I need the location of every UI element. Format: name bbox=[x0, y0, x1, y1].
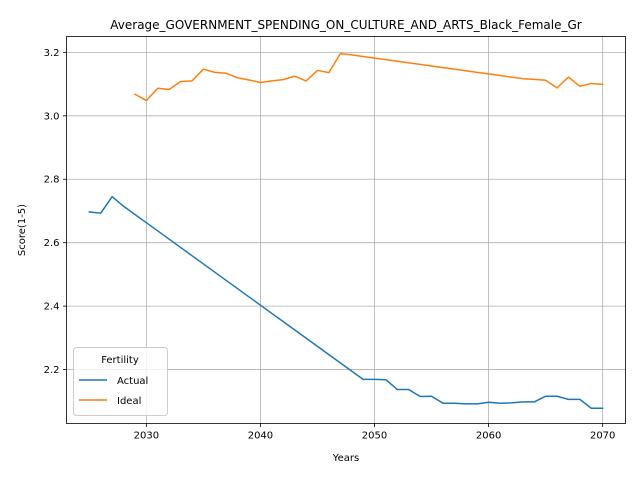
x-tick-label: 2050 bbox=[362, 431, 387, 442]
y-tick-label: 2.4 bbox=[44, 302, 60, 313]
chart-title: Average_GOVERNMENT_SPENDING_ON_CULTURE_A… bbox=[110, 18, 581, 32]
y-tick-label: 2.6 bbox=[44, 238, 60, 249]
legend: Fertility Actual Ideal bbox=[74, 348, 168, 416]
legend-label-ideal: Ideal bbox=[117, 396, 141, 407]
x-tick-label: 2040 bbox=[248, 431, 273, 442]
x-axis: 2030 2040 2050 2060 2070 bbox=[134, 424, 616, 442]
y-tick-label: 2.2 bbox=[44, 365, 60, 376]
x-axis-label: Years bbox=[332, 453, 359, 464]
y-tick-label: 2.8 bbox=[44, 175, 60, 186]
x-tick-label: 2060 bbox=[476, 431, 501, 442]
y-tick-label: 3.0 bbox=[44, 111, 60, 122]
y-axis-label: Score(1-5) bbox=[17, 204, 28, 256]
legend-label-actual: Actual bbox=[117, 376, 148, 387]
y-tick-label: 3.2 bbox=[44, 48, 60, 59]
legend-title: Fertility bbox=[101, 355, 139, 366]
y-axis: 2.2 2.4 2.6 2.8 3.0 3.2 bbox=[44, 48, 67, 376]
x-tick-label: 2030 bbox=[134, 431, 159, 442]
x-tick-label: 2070 bbox=[590, 431, 615, 442]
series-line-ideal bbox=[135, 54, 603, 101]
